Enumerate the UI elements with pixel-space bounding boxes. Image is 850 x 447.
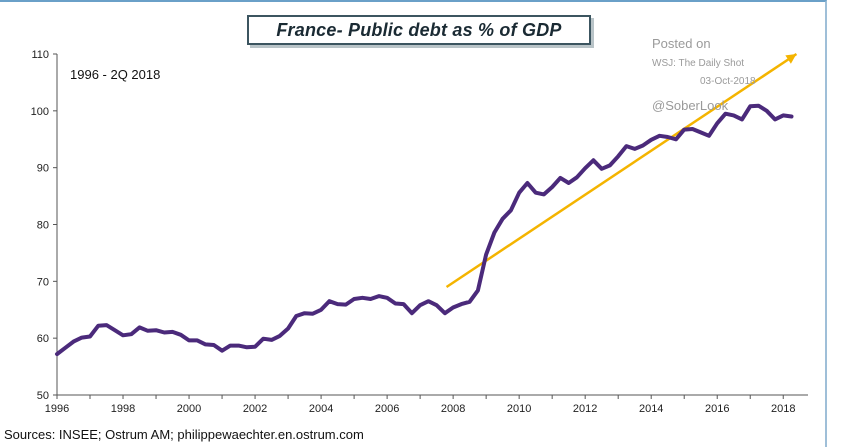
y-tick-label: 110	[31, 49, 49, 61]
x-tick-label: 2008	[441, 403, 465, 415]
chart-title: France- Public debt as % of GDP	[276, 19, 562, 40]
series-line-debt	[55, 103, 794, 357]
watermark-line2: WSJ: The Daily Shot	[652, 58, 744, 69]
series-group	[55, 103, 794, 357]
watermark-line3: 03-Oct-2018	[700, 76, 756, 87]
trend-line	[445, 52, 798, 289]
y-tick-label: 80	[37, 220, 49, 232]
x-tick-label: 2010	[507, 403, 531, 415]
y-tick-label: 50	[37, 390, 49, 402]
trend-line-group	[445, 52, 798, 289]
x-tick-label: 2018	[771, 403, 795, 415]
watermark-line4: @SoberLook	[652, 98, 729, 113]
x-tick-label: 2002	[243, 403, 267, 415]
x-tick-label: 1998	[111, 403, 135, 415]
period-label: 1996 - 2Q 2018	[70, 67, 160, 82]
chart-title-box: France- Public debt as % of GDP	[247, 15, 591, 45]
y-tick-label: 90	[37, 163, 49, 175]
x-tick-label: 2012	[573, 403, 597, 415]
x-tick-label: 2006	[375, 403, 399, 415]
source-note: Sources: INSEE; Ostrum AM; philippewaech…	[4, 427, 364, 442]
watermark-line1: Posted on	[652, 36, 711, 51]
x-tick-label: 1996	[45, 403, 69, 415]
chart-frame	[0, 0, 827, 447]
x-tick-label: 2016	[705, 403, 729, 415]
y-tick-label: 70	[37, 276, 49, 288]
x-tick-label: 2000	[177, 403, 201, 415]
x-tick-label: 2004	[309, 403, 333, 415]
x-tick-label: 2014	[639, 403, 663, 415]
y-tick-label: 60	[37, 333, 49, 345]
axes: 50 60 70 80 90 100 110 1996 1998 2000 2002 2004 2006…	[31, 49, 808, 415]
y-tick-label: 100	[31, 106, 49, 118]
trend-arrowhead	[785, 54, 797, 64]
